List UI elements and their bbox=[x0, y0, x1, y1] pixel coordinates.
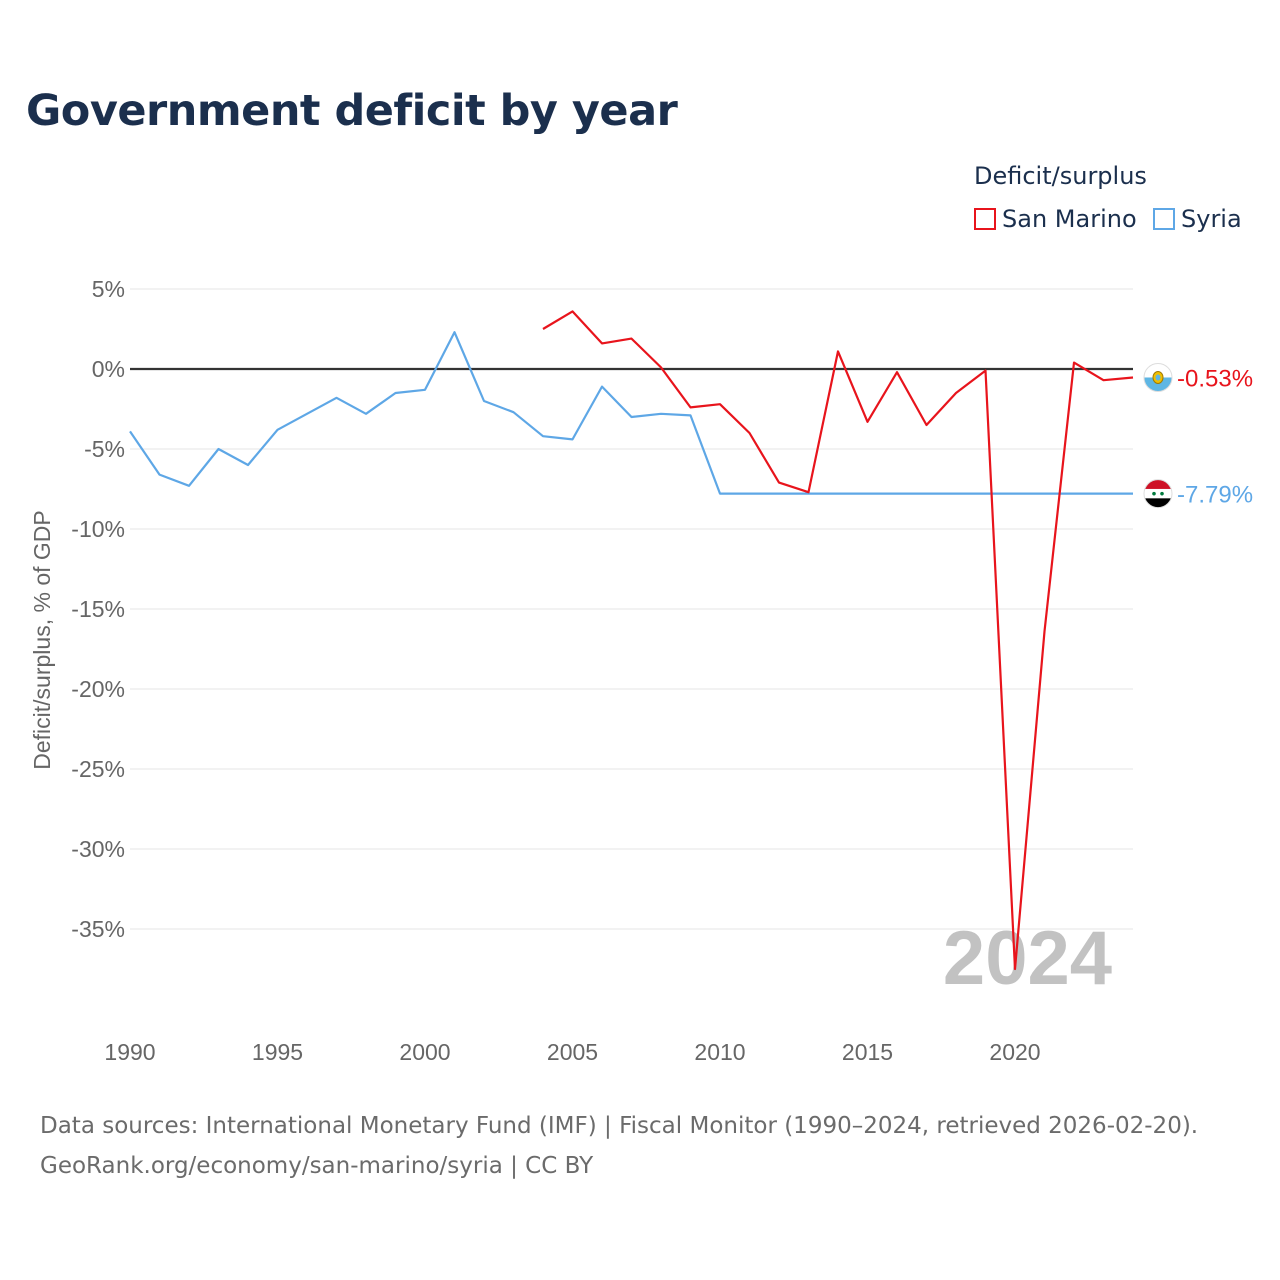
source-text: Data sources: International Monetary Fun… bbox=[40, 1106, 1198, 1186]
legend-title: Deficit/surplus bbox=[974, 162, 1147, 190]
x-tick-label: 1990 bbox=[104, 1039, 155, 1065]
year-watermark: 2024 bbox=[943, 916, 1112, 1001]
end-label-syria: -7.79% bbox=[1177, 482, 1253, 509]
source-line-2: GeoRank.org/economy/san-marino/syria | C… bbox=[40, 1153, 594, 1179]
san-marino-flag-icon bbox=[1143, 362, 1173, 392]
source-line-1: Data sources: International Monetary Fun… bbox=[40, 1113, 1199, 1139]
chart-title: Government deficit by year bbox=[26, 86, 678, 136]
y-tick-label: -15% bbox=[71, 596, 125, 622]
series-layer bbox=[129, 310, 1134, 971]
series-line-san-marino[interactable] bbox=[542, 310, 1134, 971]
y-tick-label: 0% bbox=[92, 356, 125, 382]
y-tick-label: -20% bbox=[71, 676, 125, 702]
series-line-syria[interactable] bbox=[129, 331, 1133, 495]
y-tick-label: -25% bbox=[71, 756, 125, 782]
x-tick-label: 1995 bbox=[252, 1039, 303, 1065]
x-tick-label: 2020 bbox=[989, 1039, 1040, 1065]
axis-layer: 5% 0% -5% -10% -15% -20% -25% -30% -35% 1990 1995 2… bbox=[71, 276, 1040, 1065]
y-tick-label: -30% bbox=[71, 836, 125, 862]
y-tick-label: -35% bbox=[71, 916, 125, 942]
legend-item-san-marino[interactable]: San Marino bbox=[974, 205, 1137, 233]
end-label-san-marino: -0.53% bbox=[1177, 365, 1253, 392]
legend-swatch-san-marino bbox=[974, 208, 996, 230]
grid-layer bbox=[130, 288, 1133, 930]
y-tick-label: -10% bbox=[71, 516, 125, 542]
legend-label-syria: Syria bbox=[1181, 205, 1242, 233]
y-tick-label: 5% bbox=[92, 276, 125, 302]
legend-item-syria[interactable]: Syria bbox=[1153, 205, 1242, 233]
y-tick-label: -5% bbox=[84, 436, 125, 462]
syria-flag-icon bbox=[1143, 479, 1173, 509]
x-tick-label: 2010 bbox=[694, 1039, 745, 1065]
legend-label-san-marino: San Marino bbox=[1002, 205, 1137, 233]
y-axis-label: Deficit/surplus, % of GDP bbox=[29, 510, 55, 769]
legend-swatch-syria bbox=[1153, 208, 1175, 230]
x-tick-label: 2015 bbox=[842, 1039, 893, 1065]
flag-layer: -0.53% -7.79% bbox=[1143, 362, 1253, 509]
x-tick-label: 2000 bbox=[399, 1039, 450, 1065]
x-tick-label: 2005 bbox=[547, 1039, 598, 1065]
